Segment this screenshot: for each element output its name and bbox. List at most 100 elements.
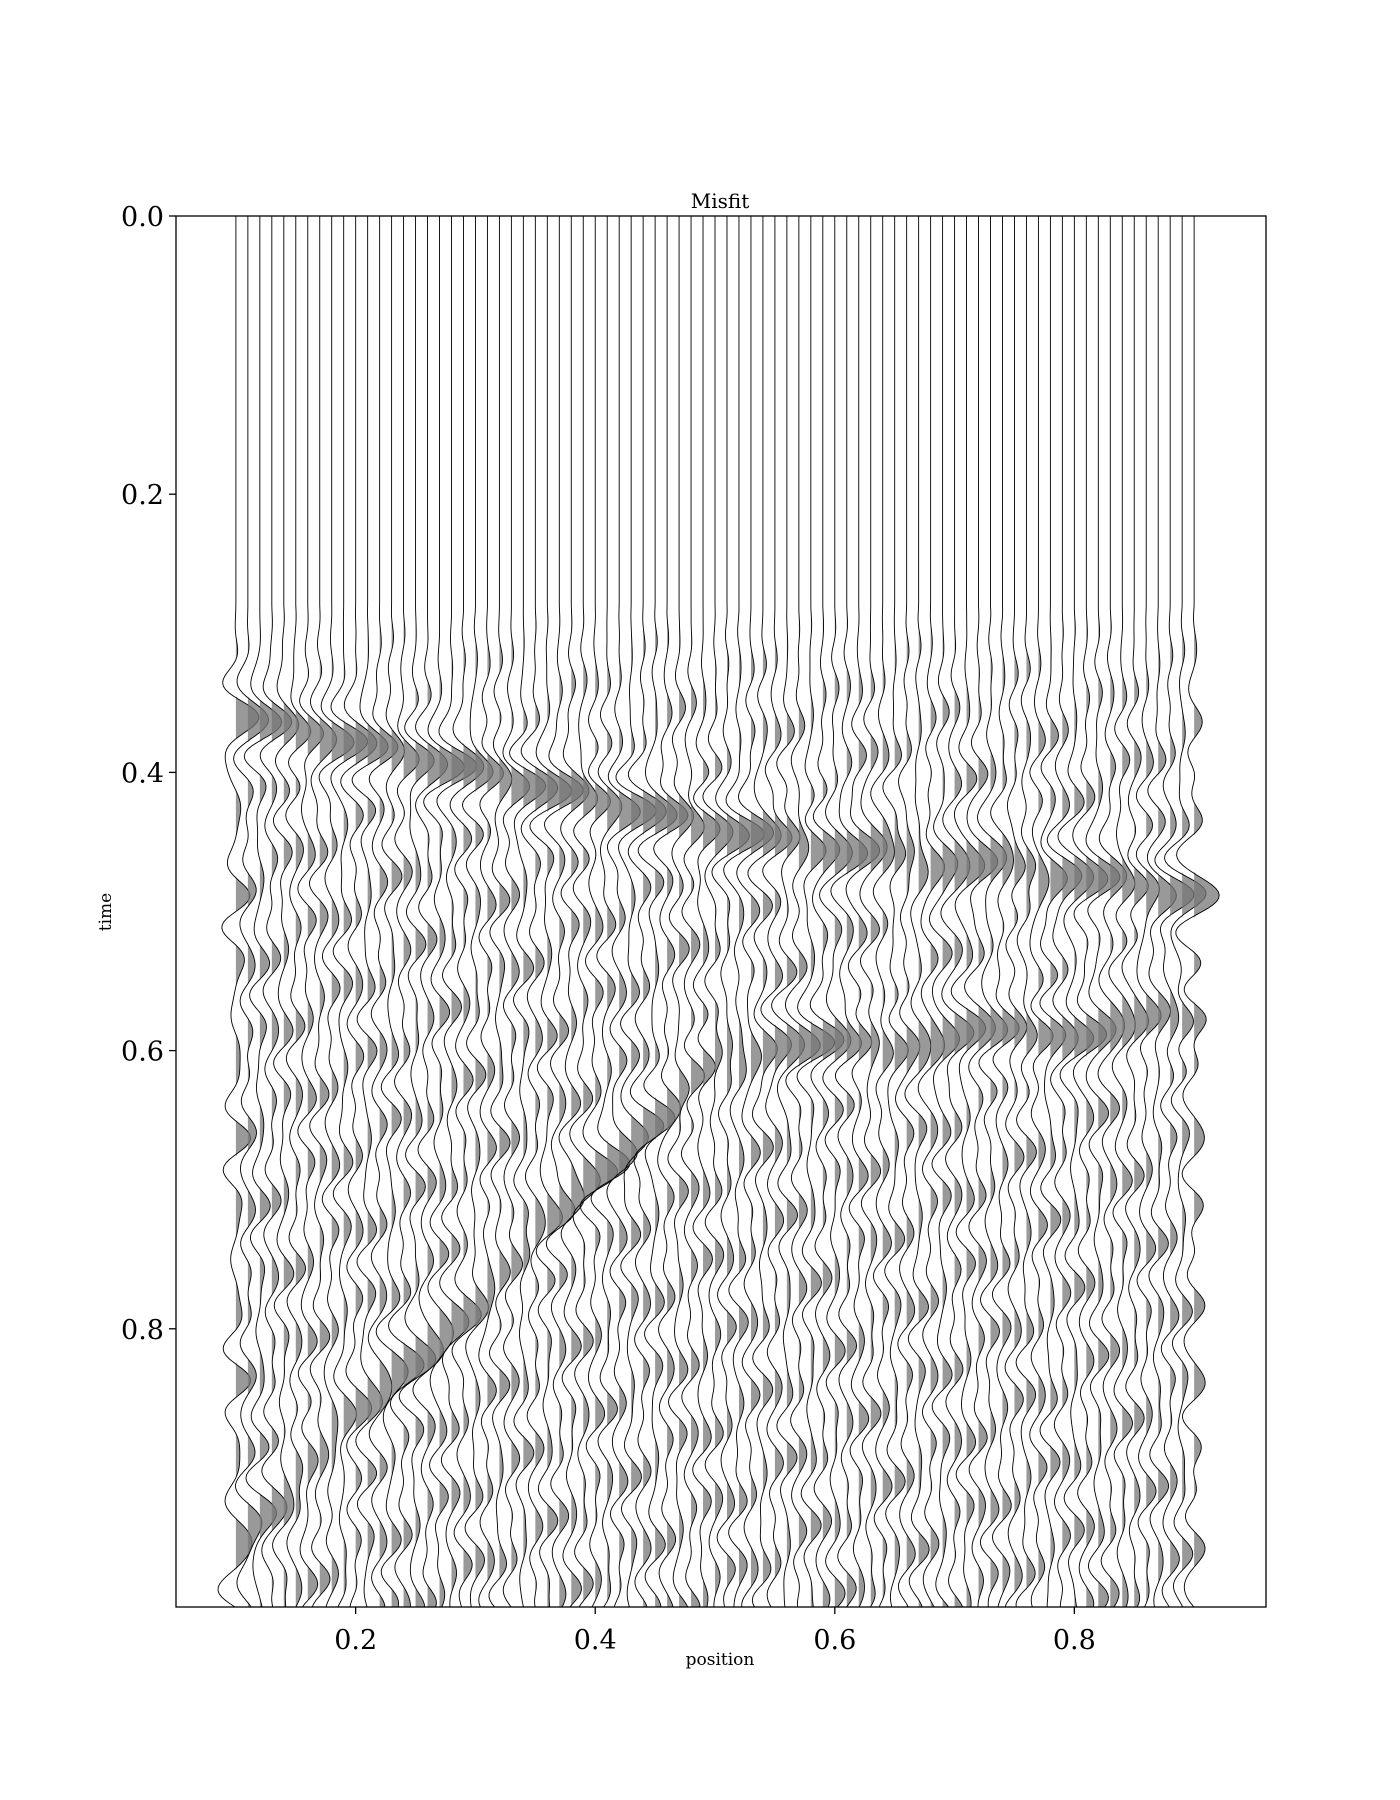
trace-line	[964, 216, 999, 1608]
y-tick-label: 0.6	[121, 1037, 164, 1068]
trace-line	[904, 216, 932, 1608]
trace-line	[544, 216, 584, 1608]
trace-line	[711, 216, 750, 1608]
trace-line	[1121, 216, 1150, 1608]
trace-fill	[487, 216, 504, 1607]
trace-line	[870, 216, 895, 1608]
trace-line	[796, 216, 835, 1608]
trace-line	[488, 216, 513, 1608]
trace-fill	[439, 216, 465, 1607]
trace-fill	[906, 216, 920, 1607]
trace-line	[462, 216, 494, 1608]
trace-line	[784, 216, 821, 1608]
trace-line	[1135, 216, 1162, 1608]
trace-fill	[726, 216, 750, 1607]
trace-fill	[1158, 216, 1177, 1607]
trace-fill	[1014, 216, 1027, 1607]
trace-line	[637, 216, 678, 1608]
trace-line	[627, 216, 667, 1608]
trace-fill	[990, 216, 1008, 1607]
trace-line	[1072, 216, 1109, 1608]
trace-line	[590, 216, 631, 1608]
trace-line	[436, 216, 478, 1608]
trace-line	[509, 216, 547, 1608]
trace-fill	[918, 216, 931, 1607]
trace-fill	[978, 216, 998, 1607]
trace-fill	[1122, 216, 1136, 1607]
trace-fill	[1002, 216, 1020, 1607]
trace-line	[1057, 216, 1095, 1608]
trace-fill	[1038, 216, 1054, 1607]
trace-line	[917, 216, 946, 1608]
trace-line	[615, 216, 657, 1608]
trace-line	[1108, 216, 1136, 1608]
trace-line	[723, 216, 765, 1608]
x-tick-label: 0.6	[813, 1625, 856, 1656]
trace-fill	[1086, 216, 1108, 1607]
trace-fill	[966, 216, 986, 1607]
x-tick-label: 0.4	[574, 1625, 617, 1656]
trace-fill	[1050, 216, 1068, 1607]
trace-line	[1085, 216, 1121, 1608]
trace-fill	[810, 216, 835, 1607]
trace-line	[1164, 216, 1207, 1608]
trace-fill	[415, 216, 436, 1607]
trace-fill	[894, 216, 909, 1607]
trace-fill	[295, 216, 311, 1607]
trace-line	[367, 216, 399, 1608]
trace-fill	[954, 216, 974, 1607]
x-axis: 0.2 0.4 0.6 0.8	[334, 1607, 1096, 1656]
trace-fill	[1182, 216, 1206, 1607]
trace-line	[606, 216, 641, 1608]
trace-line	[990, 216, 1020, 1608]
trace-line	[702, 216, 734, 1608]
trace-line	[351, 216, 389, 1608]
trace-fill	[762, 216, 782, 1607]
trace-line	[692, 216, 721, 1608]
trace-line	[1154, 216, 1195, 1608]
trace-line	[928, 216, 960, 1608]
trace-fill	[1074, 216, 1094, 1607]
trace-line	[243, 216, 283, 1608]
trace-line	[569, 216, 601, 1608]
trace-line	[859, 216, 888, 1608]
trace-fill	[798, 216, 821, 1607]
trace-fill	[1062, 216, 1082, 1607]
trace-line	[272, 216, 300, 1608]
trace-fill	[607, 216, 630, 1607]
trace-fill	[834, 216, 853, 1607]
trace-fill	[786, 216, 805, 1607]
trace-fill	[427, 216, 448, 1607]
trace-line	[318, 216, 355, 1608]
trace-fill	[882, 216, 895, 1607]
y-axis: 0.0 0.2 0.4 0.6 0.8	[121, 202, 176, 1346]
trace-fill	[379, 216, 398, 1607]
trace-line	[977, 216, 1009, 1608]
trace-line	[340, 216, 378, 1608]
trace-line	[940, 216, 975, 1608]
trace-line	[1046, 216, 1083, 1608]
trace-fill	[367, 216, 389, 1607]
x-tick-label: 0.8	[1053, 1625, 1096, 1656]
y-axis-label: time	[96, 893, 116, 931]
trace-fill	[535, 216, 558, 1607]
trace-line	[309, 216, 338, 1608]
trace-line	[771, 216, 806, 1608]
trace-line	[423, 216, 465, 1608]
x-tick-label: 0.2	[334, 1625, 377, 1656]
y-tick-label: 0.2	[121, 480, 164, 511]
trace-line	[809, 216, 845, 1608]
trace-line	[1039, 216, 1068, 1608]
trace-line	[233, 216, 270, 1608]
trace-fill	[703, 216, 721, 1607]
trace-fill	[283, 216, 299, 1607]
trace-fill	[1194, 216, 1220, 1607]
trace-fill	[750, 216, 774, 1607]
trace-fill	[511, 216, 530, 1607]
trace-line	[667, 216, 695, 1608]
trace-line	[819, 216, 853, 1608]
trace-fill	[655, 216, 678, 1607]
trace-line	[882, 216, 909, 1608]
trace-line	[579, 216, 618, 1608]
trace-line	[478, 216, 504, 1608]
